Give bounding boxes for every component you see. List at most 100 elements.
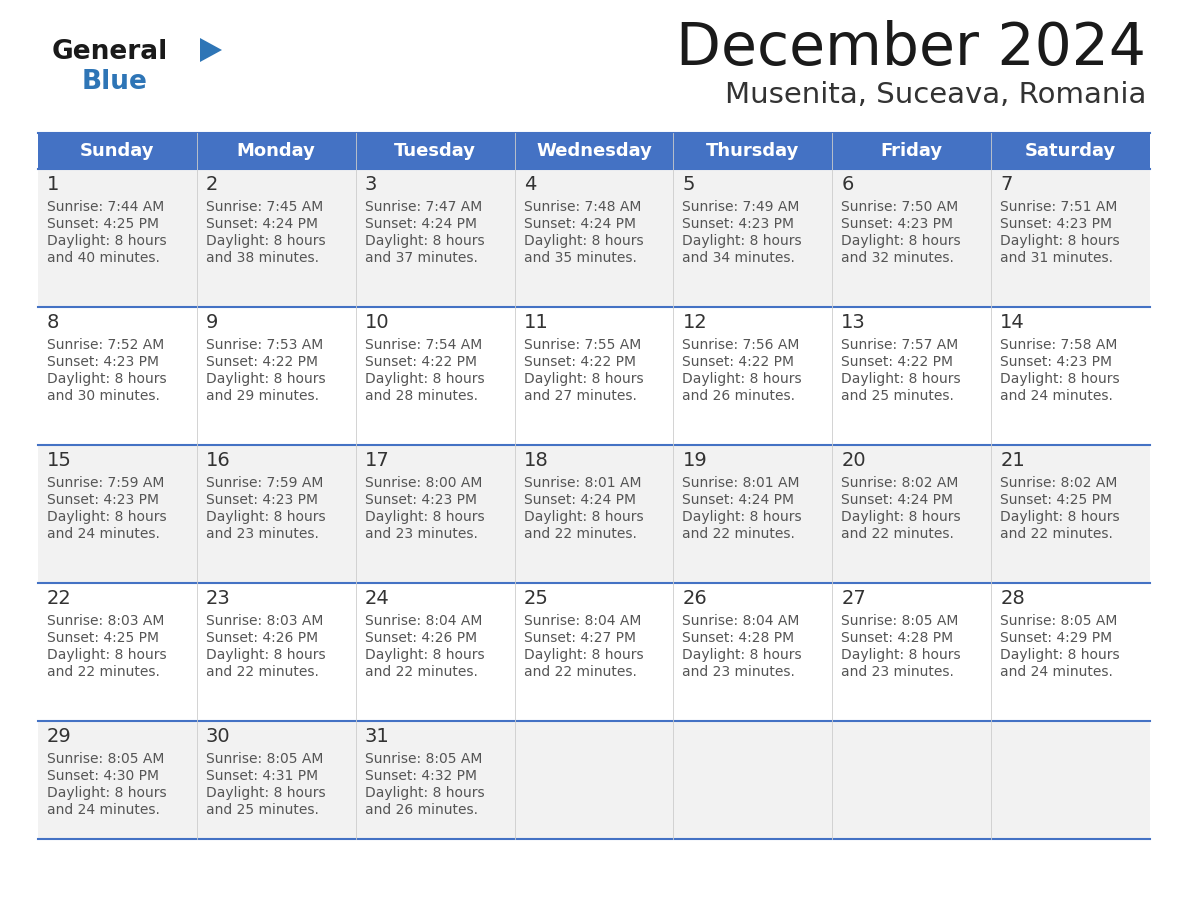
Text: Sunset: 4:31 PM: Sunset: 4:31 PM — [206, 769, 318, 783]
Text: Thursday: Thursday — [706, 142, 800, 160]
Text: Sunrise: 7:56 AM: Sunrise: 7:56 AM — [682, 338, 800, 352]
Text: Sunrise: 8:05 AM: Sunrise: 8:05 AM — [48, 752, 164, 766]
Text: 22: 22 — [48, 589, 71, 609]
Text: Daylight: 8 hours: Daylight: 8 hours — [206, 372, 326, 386]
Text: and 40 minutes.: and 40 minutes. — [48, 251, 160, 265]
Text: 15: 15 — [48, 452, 72, 471]
Text: 26: 26 — [682, 589, 707, 609]
Text: Sunset: 4:30 PM: Sunset: 4:30 PM — [48, 769, 159, 783]
Text: Daylight: 8 hours: Daylight: 8 hours — [682, 234, 802, 248]
Bar — [38, 445, 1150, 583]
Text: Daylight: 8 hours: Daylight: 8 hours — [841, 372, 961, 386]
Text: Sunrise: 8:03 AM: Sunrise: 8:03 AM — [48, 614, 164, 628]
Text: Sunset: 4:22 PM: Sunset: 4:22 PM — [682, 355, 795, 369]
Text: Daylight: 8 hours: Daylight: 8 hours — [682, 372, 802, 386]
Text: Sunset: 4:24 PM: Sunset: 4:24 PM — [682, 493, 795, 507]
Text: Daylight: 8 hours: Daylight: 8 hours — [365, 372, 485, 386]
Text: Sunset: 4:28 PM: Sunset: 4:28 PM — [682, 631, 795, 645]
Text: 11: 11 — [524, 314, 549, 332]
Text: Daylight: 8 hours: Daylight: 8 hours — [206, 234, 326, 248]
Text: Musenita, Suceava, Romania: Musenita, Suceava, Romania — [725, 81, 1146, 109]
Text: and 22 minutes.: and 22 minutes. — [48, 665, 160, 679]
Text: 16: 16 — [206, 452, 230, 471]
Text: 14: 14 — [1000, 314, 1025, 332]
Text: Sunrise: 7:57 AM: Sunrise: 7:57 AM — [841, 338, 959, 352]
Text: and 38 minutes.: and 38 minutes. — [206, 251, 318, 265]
Text: Sunset: 4:28 PM: Sunset: 4:28 PM — [841, 631, 954, 645]
Text: 25: 25 — [524, 589, 549, 609]
Text: 21: 21 — [1000, 452, 1025, 471]
Text: Sunrise: 8:05 AM: Sunrise: 8:05 AM — [206, 752, 323, 766]
Text: Sunset: 4:24 PM: Sunset: 4:24 PM — [365, 217, 476, 231]
Bar — [38, 583, 1150, 721]
Text: Sunrise: 8:00 AM: Sunrise: 8:00 AM — [365, 476, 482, 490]
Text: Daylight: 8 hours: Daylight: 8 hours — [682, 510, 802, 524]
Text: Sunset: 4:23 PM: Sunset: 4:23 PM — [1000, 217, 1112, 231]
Text: Sunset: 4:29 PM: Sunset: 4:29 PM — [1000, 631, 1112, 645]
Text: 23: 23 — [206, 589, 230, 609]
Text: Sunset: 4:22 PM: Sunset: 4:22 PM — [365, 355, 476, 369]
Text: Daylight: 8 hours: Daylight: 8 hours — [206, 648, 326, 662]
Text: and 23 minutes.: and 23 minutes. — [206, 527, 318, 541]
Text: Daylight: 8 hours: Daylight: 8 hours — [841, 510, 961, 524]
Text: and 32 minutes.: and 32 minutes. — [841, 251, 954, 265]
Text: 17: 17 — [365, 452, 390, 471]
Text: Sunrise: 7:59 AM: Sunrise: 7:59 AM — [48, 476, 164, 490]
Text: Sunrise: 8:03 AM: Sunrise: 8:03 AM — [206, 614, 323, 628]
Text: Daylight: 8 hours: Daylight: 8 hours — [365, 648, 485, 662]
Text: Sunrise: 8:04 AM: Sunrise: 8:04 AM — [682, 614, 800, 628]
Text: 20: 20 — [841, 452, 866, 471]
Text: Sunset: 4:24 PM: Sunset: 4:24 PM — [524, 217, 636, 231]
Text: Sunset: 4:26 PM: Sunset: 4:26 PM — [365, 631, 476, 645]
Text: Daylight: 8 hours: Daylight: 8 hours — [1000, 510, 1120, 524]
Text: 7: 7 — [1000, 175, 1012, 195]
Text: and 22 minutes.: and 22 minutes. — [841, 527, 954, 541]
Text: Sunrise: 7:55 AM: Sunrise: 7:55 AM — [524, 338, 640, 352]
Text: Sunset: 4:25 PM: Sunset: 4:25 PM — [1000, 493, 1112, 507]
Text: and 34 minutes.: and 34 minutes. — [682, 251, 795, 265]
Text: Daylight: 8 hours: Daylight: 8 hours — [48, 372, 166, 386]
Text: Sunrise: 8:01 AM: Sunrise: 8:01 AM — [682, 476, 800, 490]
Text: 6: 6 — [841, 175, 854, 195]
Polygon shape — [200, 38, 222, 62]
Text: and 23 minutes.: and 23 minutes. — [841, 665, 954, 679]
Text: Daylight: 8 hours: Daylight: 8 hours — [1000, 648, 1120, 662]
Text: Sunrise: 7:48 AM: Sunrise: 7:48 AM — [524, 200, 642, 214]
Text: Sunday: Sunday — [80, 142, 154, 160]
Text: Daylight: 8 hours: Daylight: 8 hours — [48, 648, 166, 662]
Text: Daylight: 8 hours: Daylight: 8 hours — [841, 648, 961, 662]
Text: and 22 minutes.: and 22 minutes. — [1000, 527, 1113, 541]
Text: Daylight: 8 hours: Daylight: 8 hours — [206, 510, 326, 524]
Text: and 22 minutes.: and 22 minutes. — [682, 527, 795, 541]
Text: 27: 27 — [841, 589, 866, 609]
Text: Sunrise: 7:54 AM: Sunrise: 7:54 AM — [365, 338, 482, 352]
Text: and 26 minutes.: and 26 minutes. — [682, 389, 796, 403]
Text: Sunset: 4:27 PM: Sunset: 4:27 PM — [524, 631, 636, 645]
Text: 4: 4 — [524, 175, 536, 195]
Text: Sunset: 4:23 PM: Sunset: 4:23 PM — [682, 217, 795, 231]
Text: and 26 minutes.: and 26 minutes. — [365, 803, 478, 817]
Text: Sunrise: 7:45 AM: Sunrise: 7:45 AM — [206, 200, 323, 214]
Text: Sunset: 4:22 PM: Sunset: 4:22 PM — [841, 355, 953, 369]
Text: Daylight: 8 hours: Daylight: 8 hours — [365, 786, 485, 800]
Text: 12: 12 — [682, 314, 707, 332]
Text: Sunset: 4:23 PM: Sunset: 4:23 PM — [365, 493, 476, 507]
Text: Blue: Blue — [82, 69, 147, 95]
Text: Sunrise: 7:51 AM: Sunrise: 7:51 AM — [1000, 200, 1118, 214]
Text: Sunrise: 8:05 AM: Sunrise: 8:05 AM — [841, 614, 959, 628]
Text: 19: 19 — [682, 452, 707, 471]
Text: 3: 3 — [365, 175, 377, 195]
Text: 24: 24 — [365, 589, 390, 609]
Text: Sunrise: 7:59 AM: Sunrise: 7:59 AM — [206, 476, 323, 490]
Text: Daylight: 8 hours: Daylight: 8 hours — [365, 234, 485, 248]
Text: and 24 minutes.: and 24 minutes. — [48, 527, 160, 541]
Text: Saturday: Saturday — [1025, 142, 1117, 160]
Text: Sunset: 4:22 PM: Sunset: 4:22 PM — [206, 355, 318, 369]
Text: Daylight: 8 hours: Daylight: 8 hours — [524, 510, 643, 524]
Text: Sunrise: 7:49 AM: Sunrise: 7:49 AM — [682, 200, 800, 214]
Text: and 22 minutes.: and 22 minutes. — [524, 527, 637, 541]
Text: Sunrise: 8:01 AM: Sunrise: 8:01 AM — [524, 476, 642, 490]
Text: 31: 31 — [365, 727, 390, 746]
Text: and 30 minutes.: and 30 minutes. — [48, 389, 160, 403]
Text: Daylight: 8 hours: Daylight: 8 hours — [1000, 234, 1120, 248]
